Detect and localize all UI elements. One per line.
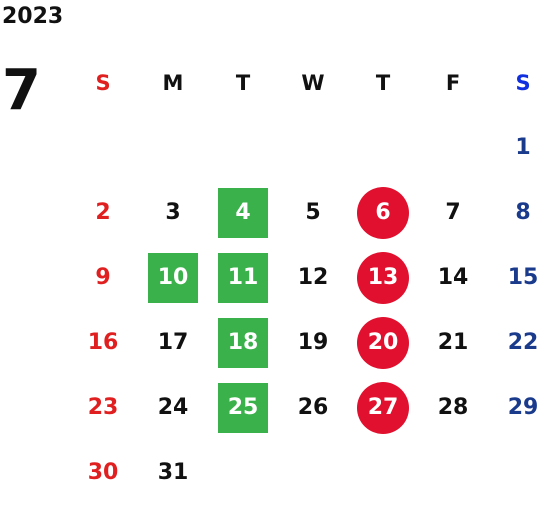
day-number: 16 (87, 330, 119, 355)
day-number: 8 (515, 200, 531, 225)
empty-day-cell (418, 440, 488, 505)
weekday-header-sunday: S (95, 70, 111, 95)
calendar-day-cell[interactable]: 1 (488, 115, 548, 180)
weekday-header-tuesday: T (235, 70, 251, 95)
day-number: 9 (95, 265, 111, 290)
calendar-day-cell[interactable]: 15 (488, 245, 548, 310)
calendar-day-cell[interactable]: 6 (348, 180, 418, 245)
calendar-day-cell[interactable]: 9 (68, 245, 138, 310)
calendar-day-cell[interactable]: 21 (418, 310, 488, 375)
calendar-day-cell[interactable]: 14 (418, 245, 488, 310)
day-number: 19 (297, 330, 329, 355)
empty-day-cell (208, 440, 278, 505)
day-number: 7 (445, 200, 461, 225)
calendar-day-cell[interactable]: 30 (68, 440, 138, 505)
day-number: 31 (157, 460, 189, 485)
calendar-day-cell[interactable]: 25 (208, 375, 278, 440)
day-number: 22 (507, 330, 539, 355)
calendar-day-cell[interactable]: 11 (208, 245, 278, 310)
calendar-day-cell[interactable]: 13 (348, 245, 418, 310)
calendar-year: 2023 (2, 4, 64, 29)
empty-day-cell (278, 440, 348, 505)
day-number: 15 (507, 265, 539, 290)
empty-day-cell (418, 115, 488, 180)
calendar-day-cell[interactable]: 18 (208, 310, 278, 375)
day-number: 10 (157, 265, 189, 290)
calendar-day-cell[interactable]: 19 (278, 310, 348, 375)
calendar-day-cell[interactable]: 8 (488, 180, 548, 245)
empty-day-cell (488, 440, 548, 505)
day-number: 14 (437, 265, 469, 290)
empty-day-cell (348, 440, 418, 505)
calendar-month: 7 (2, 58, 41, 123)
day-number: 3 (165, 200, 181, 225)
calendar-day-cell[interactable]: 7 (418, 180, 488, 245)
calendar-day-cell[interactable]: 24 (138, 375, 208, 440)
day-number: 29 (507, 395, 539, 420)
weekday-header-wednesday: W (301, 70, 325, 95)
day-number: 25 (227, 395, 259, 420)
day-number: 21 (437, 330, 469, 355)
empty-day-cell (138, 115, 208, 180)
day-number: 2 (95, 200, 111, 225)
day-number: 13 (367, 265, 399, 290)
calendar-day-cell[interactable]: 3 (138, 180, 208, 245)
calendar-grid: S M T W T F S 1 2 3 4 5 6 7 8 9 10 11 12 13 14 15 16 17 1… (68, 50, 548, 505)
day-number: 17 (157, 330, 189, 355)
calendar-day-cell[interactable]: 4 (208, 180, 278, 245)
calendar-day-cell[interactable]: 17 (138, 310, 208, 375)
day-number: 1 (515, 135, 531, 160)
calendar-day-cell[interactable]: 5 (278, 180, 348, 245)
day-number: 28 (437, 395, 469, 420)
calendar-day-cell[interactable]: 29 (488, 375, 548, 440)
day-number: 20 (367, 330, 399, 355)
calendar-day-cell[interactable]: 20 (348, 310, 418, 375)
empty-day-cell (208, 115, 278, 180)
day-number: 11 (227, 265, 259, 290)
empty-day-cell (68, 115, 138, 180)
day-number: 5 (305, 200, 321, 225)
day-number: 18 (227, 330, 259, 355)
calendar-day-cell[interactable]: 12 (278, 245, 348, 310)
day-number: 23 (87, 395, 119, 420)
day-number: 6 (375, 200, 391, 225)
empty-day-cell (278, 115, 348, 180)
weekday-header-thursday: T (375, 70, 391, 95)
calendar-day-cell[interactable]: 31 (138, 440, 208, 505)
day-number: 4 (235, 200, 251, 225)
calendar-day-cell[interactable]: 27 (348, 375, 418, 440)
calendar-day-cell[interactable]: 23 (68, 375, 138, 440)
calendar-day-cell[interactable]: 22 (488, 310, 548, 375)
day-number: 30 (87, 460, 119, 485)
day-number: 24 (157, 395, 189, 420)
empty-day-cell (348, 115, 418, 180)
calendar-day-cell[interactable]: 26 (278, 375, 348, 440)
weekday-header-monday: M (162, 70, 184, 95)
calendar-day-cell[interactable]: 10 (138, 245, 208, 310)
weekday-header-friday: F (445, 70, 461, 95)
calendar-day-cell[interactable]: 16 (68, 310, 138, 375)
day-number: 12 (297, 265, 329, 290)
calendar-day-cell[interactable]: 2 (68, 180, 138, 245)
day-number: 26 (297, 395, 329, 420)
weekday-header-saturday: S (515, 70, 531, 95)
day-number: 27 (367, 395, 399, 420)
calendar-day-cell[interactable]: 28 (418, 375, 488, 440)
